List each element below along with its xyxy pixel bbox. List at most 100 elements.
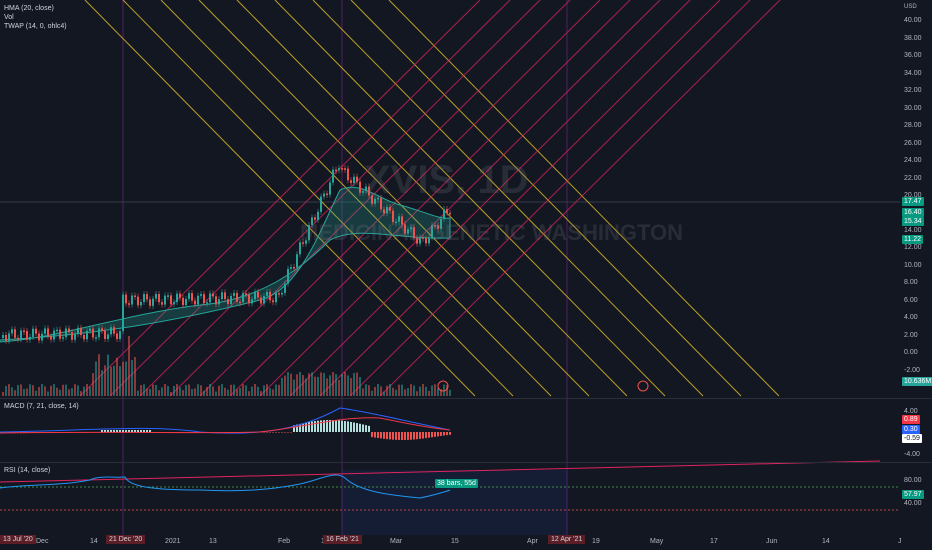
volume-bar [314, 376, 316, 396]
macd-histogram-bar [443, 432, 445, 436]
legend-twap[interactable]: TWAP (14, 0, ohlc4) [4, 23, 67, 30]
macd-histogram-bar [122, 430, 124, 432]
macd-histogram-bar [314, 421, 316, 432]
volume-bar [230, 384, 232, 396]
price-tick: 20.00 [904, 192, 922, 199]
volume-bar [251, 386, 253, 396]
candle-body [26, 330, 28, 340]
candle-body [254, 291, 256, 300]
volume-bar [428, 390, 430, 396]
volume-bar [335, 374, 337, 396]
candle-body [269, 291, 271, 301]
candle-body [299, 242, 301, 255]
macd-histogram-bar [119, 430, 121, 432]
macd-histogram-bar [143, 430, 145, 432]
macd-histogram-bar [392, 432, 394, 440]
macd-histogram-bar [413, 432, 415, 440]
volume-bar [122, 361, 124, 396]
candle-body [107, 334, 109, 339]
legend-hma[interactable]: HMA (20, close) [4, 5, 54, 12]
macd-histogram-bar [338, 420, 340, 432]
pane-separator-macd[interactable] [0, 398, 932, 399]
volume-bar [416, 391, 418, 396]
macd-histogram-bar [374, 432, 376, 438]
legend-rsi[interactable]: RSI (14, close) [4, 467, 51, 474]
candle-body [359, 181, 361, 193]
volume-badge: 10.636M [902, 377, 932, 386]
volume-bar [8, 384, 10, 396]
candle-body [392, 210, 394, 223]
rsi-tick: 80.00 [904, 477, 922, 484]
candle-body [221, 292, 223, 300]
candle-body [308, 224, 310, 241]
candle-body [233, 292, 235, 296]
volume-bar [74, 384, 76, 396]
macd-histogram-bar [401, 432, 403, 440]
legend-macd[interactable]: MACD (7, 21, close, 14) [4, 403, 79, 410]
candle-body [326, 193, 328, 196]
macd-histogram-bar [266, 432, 268, 433]
candle-body [113, 327, 115, 334]
x-crosshair-date: 12 Apr '21 [548, 535, 586, 544]
volume-bar [161, 387, 163, 396]
candle-body [338, 168, 340, 171]
volume-bar [68, 389, 70, 396]
candle-body [386, 206, 388, 214]
candle-body [122, 294, 124, 332]
fan-line-magenta [259, 0, 661, 397]
volume-bar [224, 387, 226, 396]
volume-bar [368, 385, 370, 396]
volume-bar [365, 384, 367, 396]
volume-bar [263, 385, 265, 396]
macd-histogram-bar [137, 430, 139, 432]
macd-histogram-bar [113, 430, 115, 432]
macd-histogram-bar [302, 423, 304, 432]
volume-bar [110, 366, 112, 396]
volume-bar [2, 392, 4, 396]
candle-body [302, 242, 304, 244]
candle-body [152, 298, 154, 306]
candle-body [365, 186, 367, 192]
x-tick: Mar [390, 538, 403, 545]
rsi-trend-line [0, 460, 881, 483]
macd-histogram-bar [428, 432, 430, 438]
candle-body [242, 293, 244, 303]
rsi-range-label[interactable]: 38 bars, 55d [435, 479, 478, 488]
price-axis[interactable]: USD 40.00 38.00 36.00 34.00 32.00 30.00 … [900, 0, 932, 550]
volume-bar [332, 372, 334, 396]
volume-bar [308, 373, 310, 396]
volume-bar [11, 387, 13, 396]
fan-line-magenta [109, 0, 511, 397]
volume-bar [143, 384, 145, 396]
candle-body [362, 191, 364, 193]
price-tick: 24.00 [904, 157, 922, 164]
volume-bar [383, 391, 385, 396]
macd-histogram-bar [422, 432, 424, 439]
volume-bar [206, 386, 208, 396]
volume-bar [380, 386, 382, 396]
candle-body [35, 328, 37, 334]
earnings-marker-icon [437, 380, 449, 392]
macd-histogram-bar [308, 422, 310, 432]
macd-histogram-bar [131, 430, 133, 432]
rsi-badge: 57.97 [902, 490, 924, 499]
x-tick: 19 [592, 538, 600, 545]
pane-separator-rsi[interactable] [0, 462, 932, 463]
volume-bar [38, 387, 40, 396]
fan-line-yellow [274, 0, 666, 397]
candle-body [125, 294, 127, 304]
candle-body [284, 283, 286, 293]
fan-line-yellow [198, 0, 590, 397]
candle-body [239, 301, 241, 304]
volume-bar [116, 357, 118, 396]
volume-bar [20, 384, 22, 396]
macd-histogram-bar [326, 420, 328, 432]
legend-vol[interactable]: Vol [4, 14, 14, 21]
macd-histogram-bar [281, 432, 283, 433]
volume-bar [188, 384, 190, 396]
macd-histogram-bar [11, 432, 13, 433]
candle-body [161, 302, 163, 305]
candle-body [278, 293, 280, 295]
volume-bar [164, 384, 166, 396]
